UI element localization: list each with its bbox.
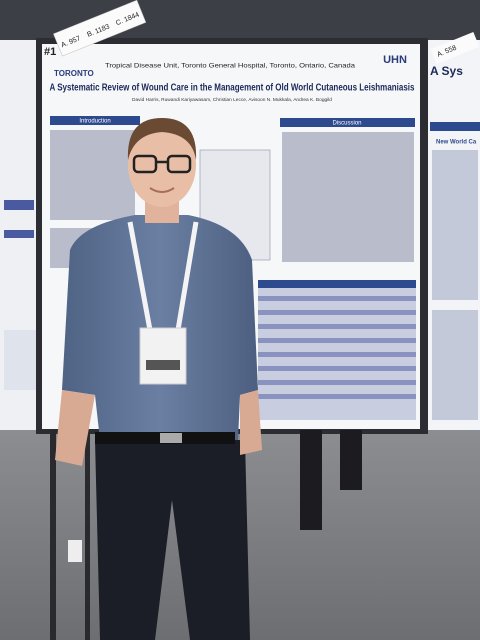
table-rows xyxy=(258,296,416,399)
section-header xyxy=(280,118,415,127)
man xyxy=(55,118,262,640)
easel-leg xyxy=(85,430,90,640)
buckle xyxy=(160,433,182,443)
right-logo: UHN xyxy=(383,54,407,66)
person-leg xyxy=(340,430,362,490)
badge-print xyxy=(146,360,180,370)
left-poster-box xyxy=(4,230,34,238)
tag-sheet: A. 957 B. 1183 C. 1844 xyxy=(53,0,147,57)
easel-leg xyxy=(50,430,56,640)
poster-number: #1 xyxy=(44,46,56,58)
table-row xyxy=(258,310,416,315)
table-row xyxy=(258,394,416,399)
tag-paper xyxy=(430,31,480,65)
section-title: Discussion xyxy=(332,121,361,127)
text-block xyxy=(432,310,478,420)
person-leg xyxy=(300,430,322,530)
hair xyxy=(127,118,197,160)
face xyxy=(128,123,196,207)
left-logo: TORONTO xyxy=(54,69,94,78)
poster-title: A Systematic Review of Wound Care in the… xyxy=(50,83,415,94)
text-lines xyxy=(50,130,414,268)
lens xyxy=(132,154,158,174)
hand xyxy=(240,390,262,455)
hand xyxy=(55,390,95,466)
text-block xyxy=(282,132,414,262)
table-row xyxy=(258,366,416,371)
section-header xyxy=(50,116,140,125)
table-row xyxy=(258,338,416,343)
trousers xyxy=(95,440,250,640)
tag-paper xyxy=(53,0,147,57)
table-row xyxy=(258,352,416,357)
section-title: Introduction xyxy=(79,119,110,125)
tag-sheet: A. 558 xyxy=(430,31,480,65)
right-poster-heading: New World Ca xyxy=(436,140,477,146)
table-row xyxy=(258,324,416,329)
text-block xyxy=(432,150,478,300)
authors: David Harris, Ruwandi Kariyawasam, Chris… xyxy=(132,97,333,102)
left-poster-box xyxy=(4,200,34,210)
table-header xyxy=(258,280,416,288)
text-block xyxy=(50,130,135,220)
glasses xyxy=(132,154,192,174)
name-badge xyxy=(139,327,187,385)
lanyard xyxy=(127,221,199,331)
right-poster-title: A Sys xyxy=(430,64,463,78)
cup xyxy=(68,540,82,562)
lens xyxy=(166,154,192,174)
table-row xyxy=(258,380,416,385)
institution: Tropical Disease Unit, Toronto General H… xyxy=(105,63,355,70)
section-header xyxy=(430,122,480,131)
mouth xyxy=(149,187,175,193)
table-row xyxy=(258,296,416,301)
